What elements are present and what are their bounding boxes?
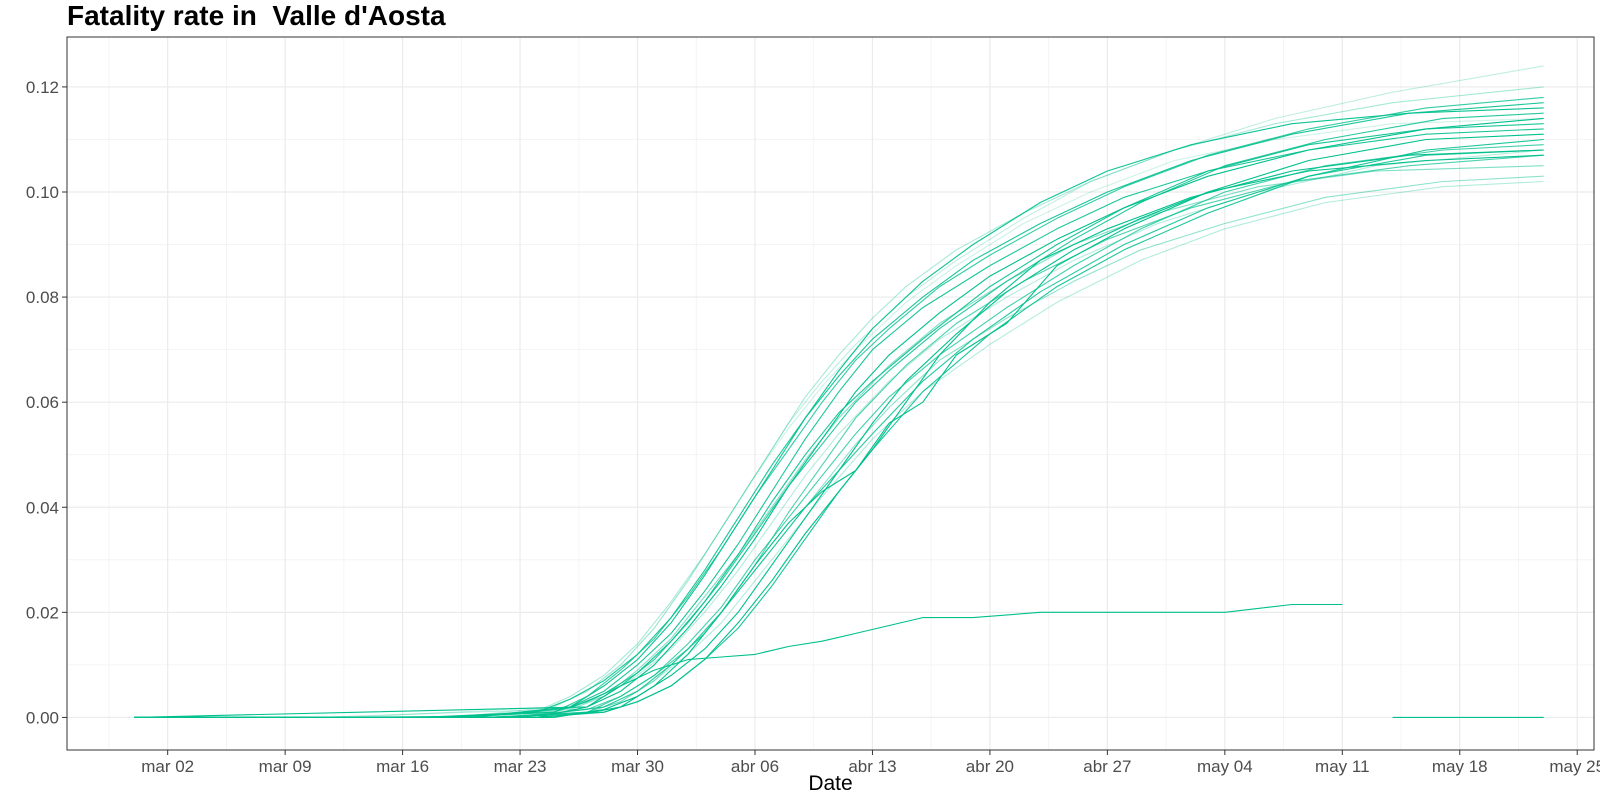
y-tick-label: 0.12 <box>26 78 59 97</box>
y-tick-label: 0.06 <box>26 393 59 412</box>
series-line <box>134 102 1544 718</box>
x-tick-label: mar 16 <box>376 757 429 776</box>
x-tick-label: may 25 <box>1549 757 1600 776</box>
x-axis: mar 02 mar 09 mar 16 mar 23 mar 30 abr 06 abr … <box>141 750 1600 776</box>
y-tick-label: 0.10 <box>26 183 59 202</box>
series-line <box>134 123 1544 718</box>
series-line <box>134 128 1544 718</box>
y-tick-label: 0.00 <box>26 708 59 727</box>
series-line <box>134 133 1544 718</box>
x-tick-label: mar 30 <box>611 757 664 776</box>
x-axis-title: Date <box>808 772 852 795</box>
series-line <box>134 138 1544 718</box>
series-line <box>134 154 1544 718</box>
series-line <box>134 112 1544 718</box>
series-line <box>134 175 1544 718</box>
gridlines <box>67 37 1594 750</box>
x-tick-label: mar 09 <box>259 757 312 776</box>
y-tick-label: 0.08 <box>26 288 59 307</box>
series-line <box>134 144 1544 718</box>
x-tick-label: may 18 <box>1432 757 1488 776</box>
series-line <box>134 117 1544 718</box>
panel-border <box>66 36 1595 751</box>
series-line <box>134 603 1343 718</box>
y-tick-label: 0.02 <box>26 603 59 622</box>
y-tick-label: 0.04 <box>26 498 59 517</box>
x-tick-label: mar 23 <box>494 757 547 776</box>
y-axis: 0.00 0.02 0.04 0.06 0.08 0.10 0.12 <box>26 78 67 727</box>
x-tick-label: may 04 <box>1197 757 1253 776</box>
x-tick-label: abr 06 <box>731 757 779 776</box>
series-line <box>134 107 1544 718</box>
chart-title: Fatality rate in Valle d'Aosta <box>67 0 446 31</box>
x-tick-label: abr 13 <box>848 757 896 776</box>
series-line <box>134 149 1544 718</box>
x-tick-label: mar 02 <box>141 757 194 776</box>
series-line <box>134 154 1544 718</box>
series-line <box>134 117 1544 718</box>
x-tick-label: may 11 <box>1315 757 1370 776</box>
series-line <box>134 180 1544 718</box>
x-tick-label: abr 20 <box>966 757 1014 776</box>
series-lines <box>134 65 1544 718</box>
series-line <box>134 65 1544 718</box>
series-line <box>134 86 1544 718</box>
series-line <box>134 96 1544 718</box>
x-tick-label: abr 27 <box>1083 757 1131 776</box>
